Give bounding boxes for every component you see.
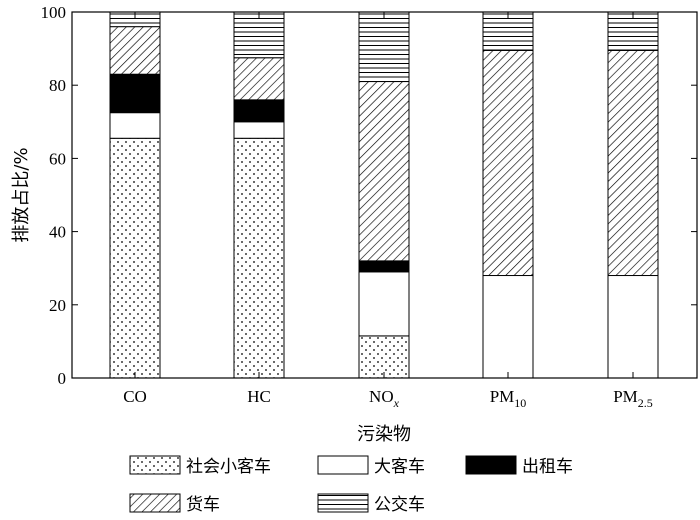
bar-segment-HC-series3	[233, 99, 285, 123]
legend-label-4: 货车	[186, 495, 220, 515]
legend-label-1: 社会小客车	[186, 457, 271, 477]
bar-segment-CO-series3	[109, 73, 161, 114]
bar-segment-NOx-series5	[358, 11, 410, 83]
x-tick-label-CO: CO	[123, 387, 147, 406]
bar-segment-PM10-series5	[482, 11, 534, 51]
bar-segment-PM10-series2	[482, 275, 534, 379]
y-tick-label: 20	[49, 296, 66, 315]
bar-segment-PM25-series2	[607, 275, 659, 379]
bar-segment-CO-series4	[109, 26, 161, 75]
bar-segment-PM25-series4	[607, 49, 659, 277]
bar-segment-NOx-series2	[358, 271, 410, 337]
bar-segment-PM10-series4	[482, 49, 534, 277]
y-axis-ticks: 0 20 40 60 80 100	[41, 3, 697, 388]
bar-segment-NOx-series4	[358, 81, 410, 262]
x-tick-label-PM25: PM2.5	[613, 387, 653, 410]
bar-segment-NOx-series1	[358, 335, 410, 379]
bars-layer	[109, 11, 659, 379]
x-axis-ticks: CO HC NOx PM10 PM2.5	[123, 12, 653, 410]
bar-segment-NOx-series3	[358, 260, 410, 273]
x-tick-label-HC: HC	[247, 387, 271, 406]
x-tick-label-NOx: NOx	[369, 387, 400, 410]
legend-label-5: 公交车	[374, 495, 425, 515]
x-tick-label-PM10: PM10	[490, 387, 527, 410]
y-axis-title: 排放占比/%	[11, 147, 32, 242]
bar-segment-HC-series5	[233, 11, 285, 59]
y-tick-label: 40	[49, 223, 66, 242]
legend-swatch-3	[465, 455, 517, 475]
legend-swatch-5	[317, 493, 369, 513]
bar-segment-HC-series1	[233, 137, 285, 379]
bar-segment-CO-series1	[109, 137, 161, 379]
legend-label-2: 大客车	[374, 457, 425, 477]
bar-segment-HC-series4	[233, 57, 285, 101]
bar-segment-CO-series2	[109, 112, 161, 139]
legend-swatch-1	[129, 455, 181, 475]
y-tick-label: 0	[58, 369, 67, 388]
legend-label-3: 出租车	[522, 457, 573, 477]
y-tick-label: 80	[49, 76, 66, 95]
legend-swatch-2	[317, 455, 369, 475]
legend-swatch-4	[129, 493, 181, 513]
bar-segment-HC-series2	[233, 121, 285, 139]
y-tick-label: 60	[49, 149, 66, 168]
x-axis-title: 污染物	[357, 424, 411, 445]
y-tick-label: 100	[41, 3, 67, 22]
